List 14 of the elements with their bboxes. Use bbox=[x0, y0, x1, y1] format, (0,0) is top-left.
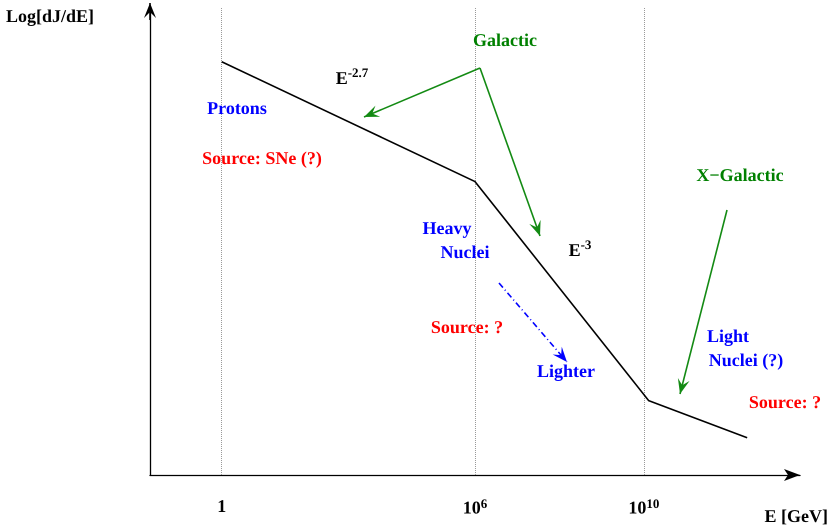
annotation: E$^{-2.7}$ bbox=[336, 64, 369, 88]
annotation: Heavy Nuclei bbox=[422, 218, 490, 262]
annotation: E$^{-3}$ bbox=[568, 236, 592, 260]
annotation: Lighter bbox=[537, 361, 595, 381]
x-axis-title: E [GeV] bbox=[764, 506, 828, 526]
annotation: Source: ? bbox=[748, 392, 822, 412]
annotation: Source: ? bbox=[430, 317, 504, 337]
text: Galactic bbox=[473, 30, 537, 50]
annotation: X−Galactic bbox=[696, 165, 784, 185]
annotation: Light Nuclei (?) bbox=[706, 326, 784, 370]
y-axis-title: Log[dJ/dE] bbox=[6, 6, 94, 26]
x-tick-label: 1 bbox=[217, 496, 226, 516]
annotation: Source: SNe (?) bbox=[202, 148, 322, 168]
annotation: Protons bbox=[207, 98, 267, 118]
